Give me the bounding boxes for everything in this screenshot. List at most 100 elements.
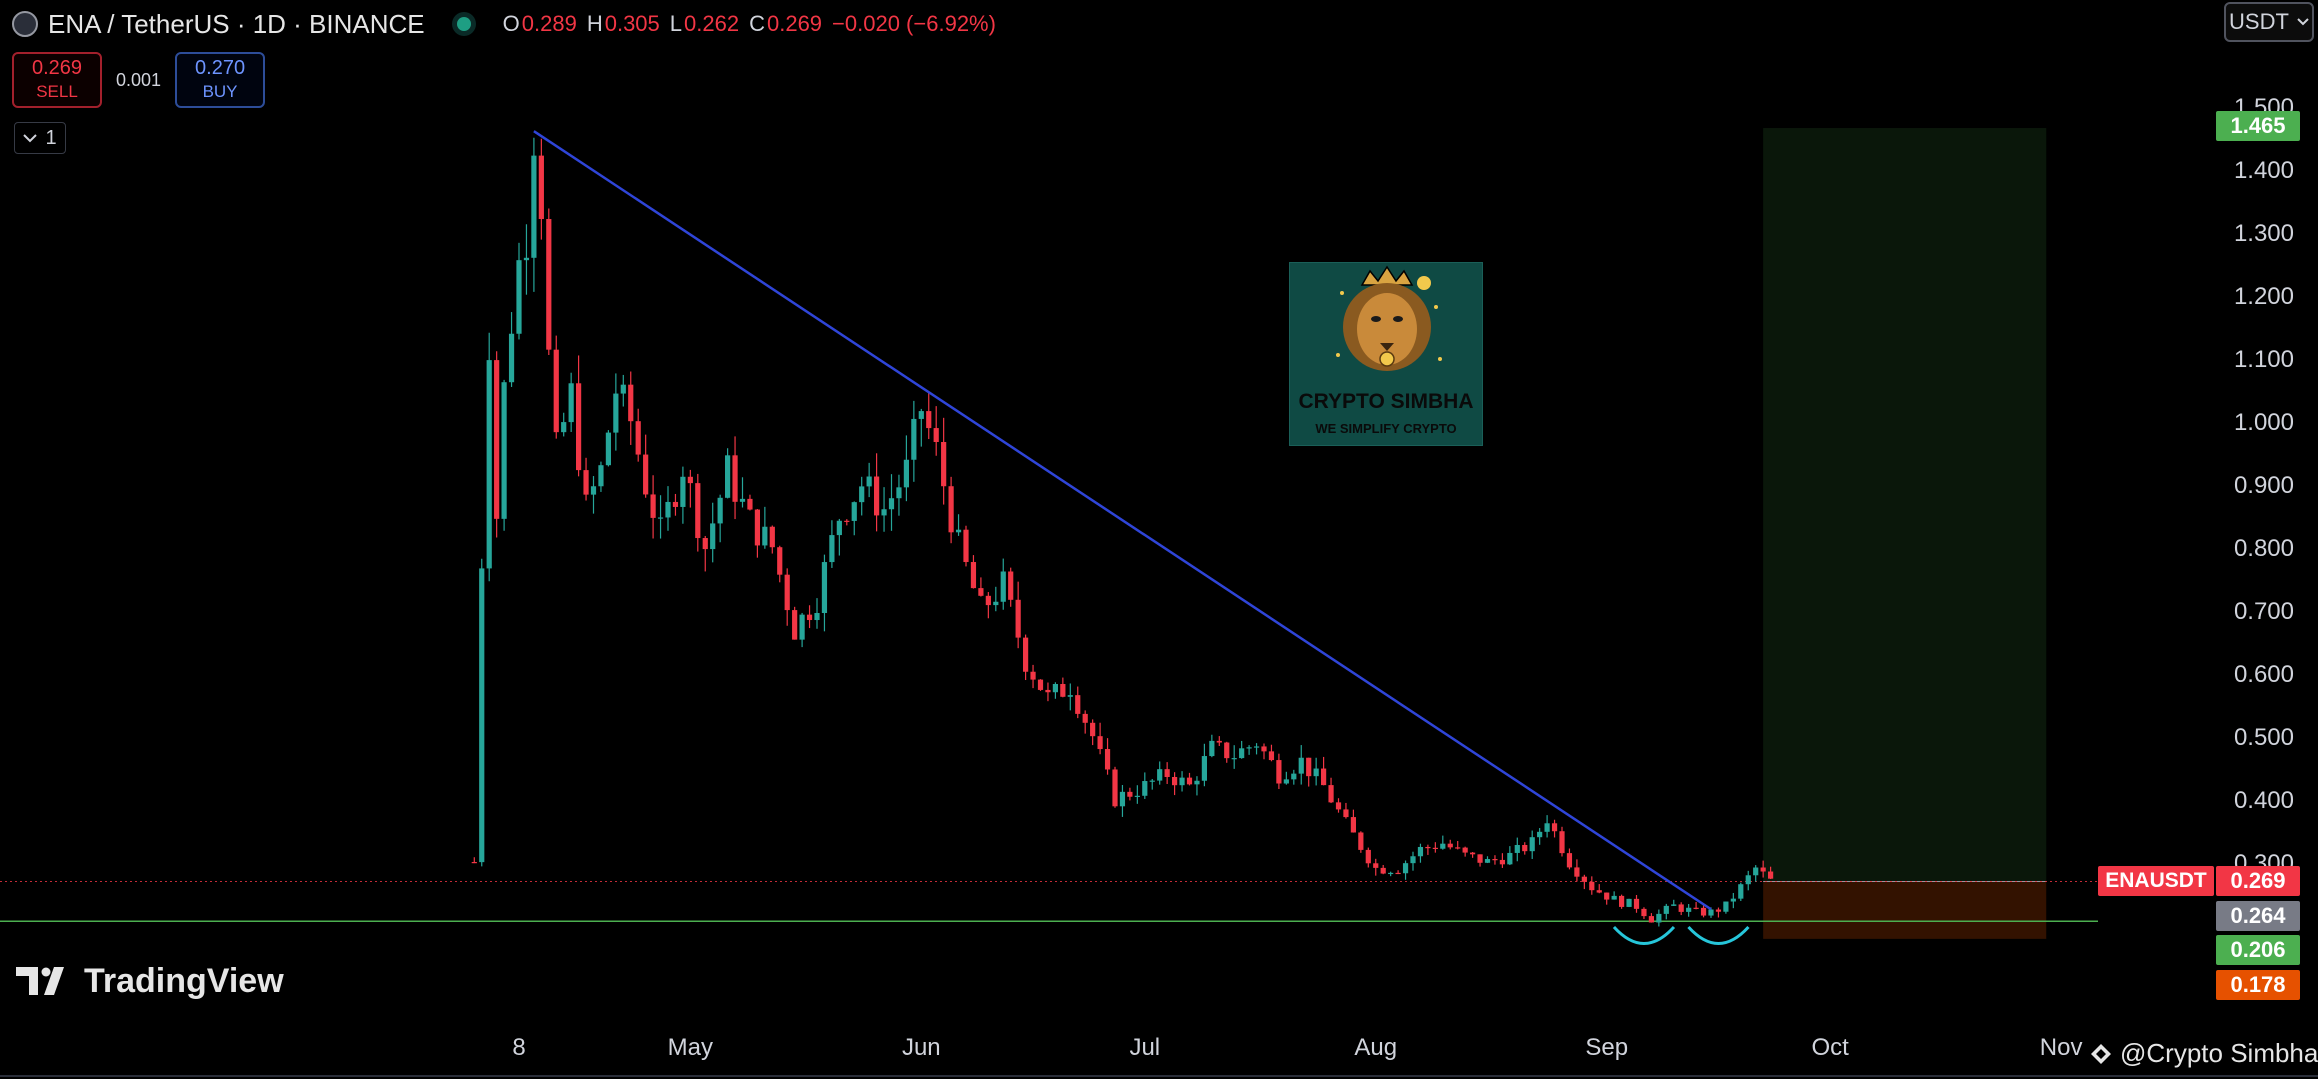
candle-body bbox=[1440, 843, 1446, 849]
candle-body bbox=[665, 501, 671, 518]
candle bbox=[1268, 744, 1275, 762]
candle bbox=[1455, 840, 1461, 850]
candle bbox=[933, 406, 939, 456]
candle bbox=[1283, 771, 1289, 785]
candle bbox=[1045, 682, 1051, 702]
candle bbox=[926, 392, 932, 440]
candle bbox=[1633, 894, 1640, 913]
candle-body bbox=[710, 523, 716, 550]
candle-body bbox=[1514, 844, 1520, 853]
candle bbox=[665, 486, 671, 531]
candle-body bbox=[1455, 847, 1461, 849]
candle bbox=[471, 857, 477, 864]
candle-body bbox=[1723, 901, 1729, 912]
indicators-toggle[interactable]: 1 bbox=[14, 122, 66, 154]
candle bbox=[836, 518, 842, 556]
candle-body bbox=[1730, 898, 1736, 902]
candle bbox=[1186, 772, 1193, 786]
tradingview-logo[interactable]: TradingView bbox=[16, 962, 284, 1001]
candle-body bbox=[516, 260, 522, 334]
candle bbox=[1164, 762, 1170, 784]
ohlc-values: O 0.289 H 0.305 L 0.262 C 0.269 −0.020 (−6.9… bbox=[503, 11, 996, 37]
symbol-header[interactable]: ENA / TetherUS · 1D · BINANCE O 0.289 H 0.… bbox=[12, 6, 996, 42]
currency-selector[interactable]: USDT bbox=[2224, 2, 2314, 42]
y-tick-label: 0.700 bbox=[2234, 598, 2294, 625]
candle-body bbox=[1231, 758, 1237, 760]
tradingview-text: TradingView bbox=[84, 962, 284, 1000]
candle bbox=[1470, 851, 1476, 858]
candle-body bbox=[657, 517, 664, 519]
symbol-title[interactable]: ENA / TetherUS · 1D · BINANCE bbox=[48, 8, 425, 39]
candle bbox=[1574, 859, 1580, 882]
ohlc-open-key: O bbox=[502, 11, 520, 36]
y-tick-label: 1.100 bbox=[2234, 346, 2294, 373]
candle-body bbox=[911, 418, 917, 460]
candle bbox=[1425, 844, 1431, 855]
candle-body bbox=[702, 538, 708, 550]
candle bbox=[978, 577, 984, 597]
candle bbox=[1619, 894, 1625, 909]
ohlc-close-key: C bbox=[749, 11, 765, 36]
candle-body bbox=[874, 476, 880, 516]
x-tick-label: Jun bbox=[902, 1034, 941, 1061]
double-bottom-arc-1 bbox=[1612, 925, 1676, 945]
candle-body bbox=[1350, 817, 1356, 833]
sell-button[interactable]: 0.269 SELL bbox=[12, 52, 102, 108]
candle bbox=[851, 501, 857, 536]
candle bbox=[1149, 778, 1155, 790]
candle-body bbox=[1596, 890, 1602, 893]
candle bbox=[1693, 901, 1699, 910]
indicators-count: 1 bbox=[45, 126, 57, 149]
candle bbox=[1358, 831, 1364, 853]
candle-body bbox=[1470, 852, 1476, 855]
candle-body bbox=[1633, 898, 1640, 909]
double-bottom-arc-2 bbox=[1687, 925, 1750, 945]
candle bbox=[1015, 581, 1021, 649]
candle-body bbox=[1186, 777, 1193, 785]
candle-body bbox=[1253, 746, 1260, 748]
candle-body bbox=[1142, 781, 1148, 796]
candle bbox=[717, 494, 723, 543]
sell-label: SELL bbox=[36, 82, 78, 101]
candle-body bbox=[747, 498, 753, 510]
candle-body bbox=[1537, 831, 1543, 838]
candle-body bbox=[762, 526, 768, 546]
candle bbox=[1157, 761, 1163, 785]
ohlc-high-value: 0.305 bbox=[604, 11, 660, 36]
candle bbox=[1321, 756, 1327, 786]
candle-body bbox=[918, 411, 924, 419]
candle bbox=[874, 453, 880, 532]
candle-body bbox=[1492, 859, 1498, 861]
candle bbox=[1261, 743, 1267, 760]
candle-body bbox=[1276, 760, 1282, 784]
candle bbox=[1365, 847, 1371, 868]
candle bbox=[1566, 848, 1573, 870]
candle-body bbox=[501, 382, 507, 519]
spread-value: 0.001 bbox=[116, 69, 162, 90]
candle bbox=[1313, 757, 1319, 786]
candle bbox=[1738, 882, 1744, 902]
buy-button[interactable]: 0.270 BUY bbox=[175, 52, 266, 108]
candle-body bbox=[732, 455, 738, 502]
candle bbox=[680, 466, 686, 524]
candle-body bbox=[1753, 867, 1759, 876]
candle-body bbox=[1388, 872, 1394, 875]
candle-body bbox=[777, 547, 783, 575]
candle-body bbox=[553, 349, 559, 433]
candle bbox=[1052, 682, 1058, 699]
candle bbox=[1581, 874, 1587, 890]
x-tick-label: May bbox=[668, 1034, 713, 1061]
candle bbox=[553, 335, 559, 439]
candle-body bbox=[1090, 722, 1096, 737]
candle bbox=[859, 476, 865, 516]
candle-body bbox=[1246, 747, 1252, 749]
candle-body bbox=[643, 454, 649, 495]
candle bbox=[635, 408, 641, 462]
y-tick-label: 0.500 bbox=[2234, 724, 2294, 751]
candle-body bbox=[1224, 742, 1230, 759]
candle-body bbox=[1641, 908, 1647, 917]
candle-body bbox=[1164, 769, 1170, 777]
candle-body bbox=[1410, 856, 1416, 864]
chevron-down-icon bbox=[2297, 18, 2309, 26]
